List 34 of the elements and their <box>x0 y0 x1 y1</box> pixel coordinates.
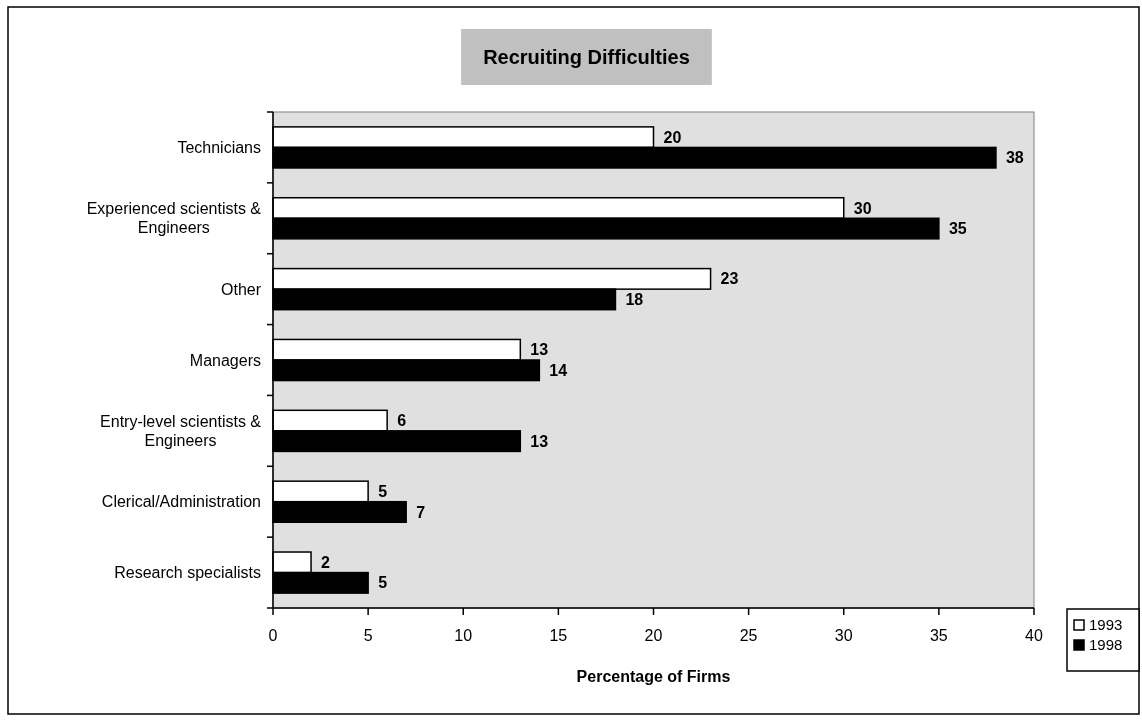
data-label: 30 <box>853 199 872 217</box>
data-label: 35 <box>948 220 967 238</box>
x-tick-label: 20 <box>644 626 663 644</box>
data-label: 23 <box>720 270 739 288</box>
data-label: 14 <box>549 361 568 379</box>
x-tick-label: 40 <box>1025 626 1043 644</box>
data-label: 18 <box>625 291 644 309</box>
y-tick-label: Experienced scientists & Engineers <box>86 200 262 237</box>
data-label: 13 <box>530 341 549 359</box>
data-label: 5 <box>378 483 388 501</box>
y-tick-label: Entry-level scientists & Engineers <box>100 412 262 449</box>
data-label: 5 <box>378 574 388 592</box>
y-tick-label: Technicians <box>177 139 261 157</box>
x-tick-label: 25 <box>739 626 758 644</box>
x-tick-label: 30 <box>834 626 853 644</box>
x-tick-label: 0 <box>268 626 278 644</box>
data-label: 6 <box>397 412 407 430</box>
x-axis-title: Percentage of Firms <box>576 667 731 685</box>
x-tick-label: 5 <box>363 626 373 644</box>
data-label: 2 <box>321 553 331 571</box>
data-label: 20 <box>663 128 682 146</box>
data-label: 38 <box>1005 149 1024 167</box>
chart-title: Recruiting Difficulties <box>483 46 690 68</box>
data-label: 13 <box>530 432 549 450</box>
legend-label: 1993 <box>1089 616 1123 634</box>
y-tick-label: Clerical/Administration <box>101 493 261 511</box>
data-label: 7 <box>416 503 426 521</box>
x-tick-label: 35 <box>929 626 948 644</box>
y-tick-label: Managers <box>189 351 261 369</box>
y-tick-label: Research specialists <box>114 564 261 582</box>
legend-label: 1998 <box>1089 636 1123 654</box>
x-tick-label: 15 <box>549 626 568 644</box>
x-tick-label: 10 <box>454 626 473 644</box>
y-tick-label: Other <box>220 280 262 298</box>
